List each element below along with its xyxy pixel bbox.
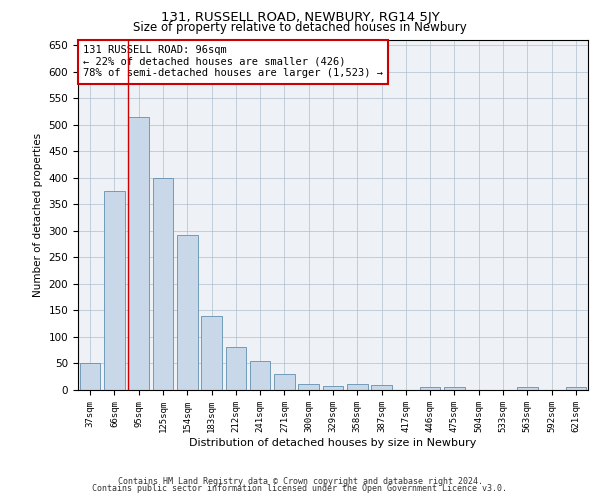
- Bar: [517, 388, 538, 390]
- Bar: [274, 374, 295, 390]
- Bar: [201, 316, 222, 390]
- Bar: [444, 388, 465, 390]
- Bar: [128, 117, 149, 390]
- Bar: [250, 361, 271, 390]
- Text: Contains public sector information licensed under the Open Government Licence v3: Contains public sector information licen…: [92, 484, 508, 493]
- Bar: [152, 178, 173, 390]
- Bar: [177, 234, 197, 390]
- Bar: [566, 388, 586, 390]
- Bar: [420, 388, 440, 390]
- Bar: [226, 346, 246, 390]
- Bar: [298, 384, 319, 390]
- X-axis label: Distribution of detached houses by size in Newbury: Distribution of detached houses by size …: [190, 438, 476, 448]
- Text: Size of property relative to detached houses in Newbury: Size of property relative to detached ho…: [133, 21, 467, 34]
- Text: 131 RUSSELL ROAD: 96sqm
← 22% of detached houses are smaller (426)
78% of semi-d: 131 RUSSELL ROAD: 96sqm ← 22% of detache…: [83, 46, 383, 78]
- Text: Contains HM Land Registry data © Crown copyright and database right 2024.: Contains HM Land Registry data © Crown c…: [118, 477, 482, 486]
- Bar: [371, 384, 392, 390]
- Bar: [347, 384, 368, 390]
- Y-axis label: Number of detached properties: Number of detached properties: [33, 133, 43, 297]
- Bar: [104, 191, 125, 390]
- Bar: [323, 386, 343, 390]
- Text: 131, RUSSELL ROAD, NEWBURY, RG14 5JY: 131, RUSSELL ROAD, NEWBURY, RG14 5JY: [161, 11, 439, 24]
- Bar: [80, 364, 100, 390]
